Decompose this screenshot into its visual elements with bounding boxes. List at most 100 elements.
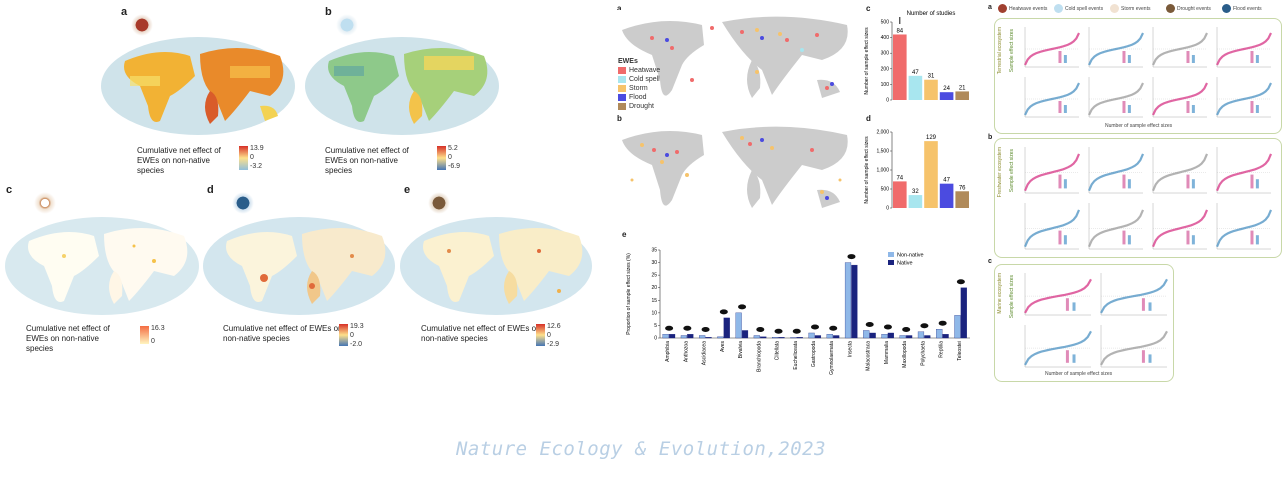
bar-value-label: 129 [926,135,937,141]
right-legend-label: Flood events [1233,5,1262,12]
map-e-colorbar [536,324,545,346]
axis-x-a: Number of sample effect sizes [1105,123,1173,129]
bar [796,337,803,339]
x-tick-label: Reptilia [939,341,945,358]
heatwave-icon [131,14,153,36]
mid-label-e: e [622,230,627,239]
bar-value-label: 74 [896,175,903,181]
map-c-scale-zero: 0 [151,338,155,345]
cold-spell-icon [336,14,358,36]
y-tick-label: 0 [886,98,889,104]
bar [924,79,938,100]
bar [955,191,969,208]
bar [778,337,785,339]
study-points-a [650,26,834,90]
bar [887,332,894,339]
y-tick-label: 0 [886,206,889,212]
ewe-legend-title: EWEs [618,58,638,65]
taxon-silhouette-icon [829,325,838,331]
map-e-scale-min: -2.9 [547,341,560,348]
mini-plot [1215,203,1273,250]
mini-plot [1024,77,1080,118]
right-legend-item: Heatwave events [998,4,1047,13]
x-tick-label: Gastropoda [811,341,817,367]
map-d [203,217,395,315]
chart-ylabel: Number of sample effect sizes [864,27,870,95]
right-legend-label: Storm events [1121,5,1151,12]
bar-value-label: 47 [943,178,950,184]
bar-value-label: 21 [959,85,966,91]
y-tick-label: 15 [651,298,657,304]
bar [741,330,749,339]
bar [893,34,907,101]
legend-label: Non-native [897,253,924,259]
y-tick-label: 25 [651,273,657,279]
drought-icon [428,192,450,214]
mid-label-a: a [617,4,622,13]
map-d-colorbar [339,324,348,346]
bar [939,183,954,208]
ewe-legend-swatch [618,67,626,74]
ewe-legend-swatch [618,103,626,110]
right-label-a: a [988,4,992,11]
bar [960,287,967,339]
bar [808,332,815,339]
map-a-scale-zero: 0 [250,154,254,161]
bar [936,329,943,339]
map-d-scale-zero: 0 [350,332,354,339]
y-tick-label: 1,500 [876,149,889,155]
ewe-legend-label: Storm [629,85,648,92]
panel-label-e: e [404,184,411,196]
bar [942,334,949,339]
map-b-scale-min: -6.9 [448,163,461,170]
map-b [305,37,499,135]
map-b-scale-max: 5.2 [448,145,458,152]
bar [869,332,876,339]
y-tick-label: 200 [881,66,890,72]
bar [833,335,840,339]
mini-plot [1216,77,1272,118]
ewe-legend-label: Cold spell [629,76,660,83]
ewe-legend-item: Drought [618,102,660,111]
mini-plot-grid [1024,27,1272,118]
ewe-legend-swatch [618,85,626,92]
bar [899,335,906,339]
bar [851,264,858,339]
bar [760,336,767,339]
panel-label-a: a [121,6,128,18]
map-a [101,37,295,135]
bar-value-label: 76 [959,185,966,191]
chart-ylabel: Proportion of sample effect sizes (%) [626,253,632,335]
y-tick-label: 10 [651,310,657,316]
chart-effect-sizes: Number of sample effect sizes 0 500 1,000 1,… [864,130,969,212]
ewe-legend-label: Heatwave [629,67,661,74]
bar [954,315,961,339]
right-legend-item: Drought events [1166,4,1211,13]
ewe-legend-label: Flood [629,94,647,101]
x-tick-label: Anthozoa [683,341,689,362]
event-icon [1054,4,1063,13]
y-tick-label: 400 [881,35,890,41]
grid-marine [1021,269,1173,378]
taxon-silhouette-icon [847,254,856,260]
bar [705,337,712,339]
mini-plot [1087,203,1145,250]
ewe-legend-item: Storm [618,84,660,93]
bar [826,334,833,339]
bar [668,334,676,339]
mini-plot [1023,147,1081,194]
y-tick-label: 500 [881,187,890,193]
mini-plot [1023,203,1081,250]
map-a-scale-max: 13.9 [250,145,264,152]
map-a-caption: Cumulative net effect of EWEs on non-nat… [137,146,221,175]
taxon-silhouette-icon [865,321,874,327]
map-b-caption: Cumulative net effect of EWEs on non-nat… [325,146,409,175]
legend-swatch [888,252,894,257]
y-tick-label: 500 [881,20,890,26]
journal-citation: Nature Ecology & Evolution,2023 [455,438,827,460]
flood-icon [232,192,254,214]
x-tick-label: Branchiopoda [756,341,762,372]
bar [723,317,730,339]
ewe-legend-item: Cold spell [618,75,660,84]
right-legend-item: Storm events [1110,4,1150,13]
